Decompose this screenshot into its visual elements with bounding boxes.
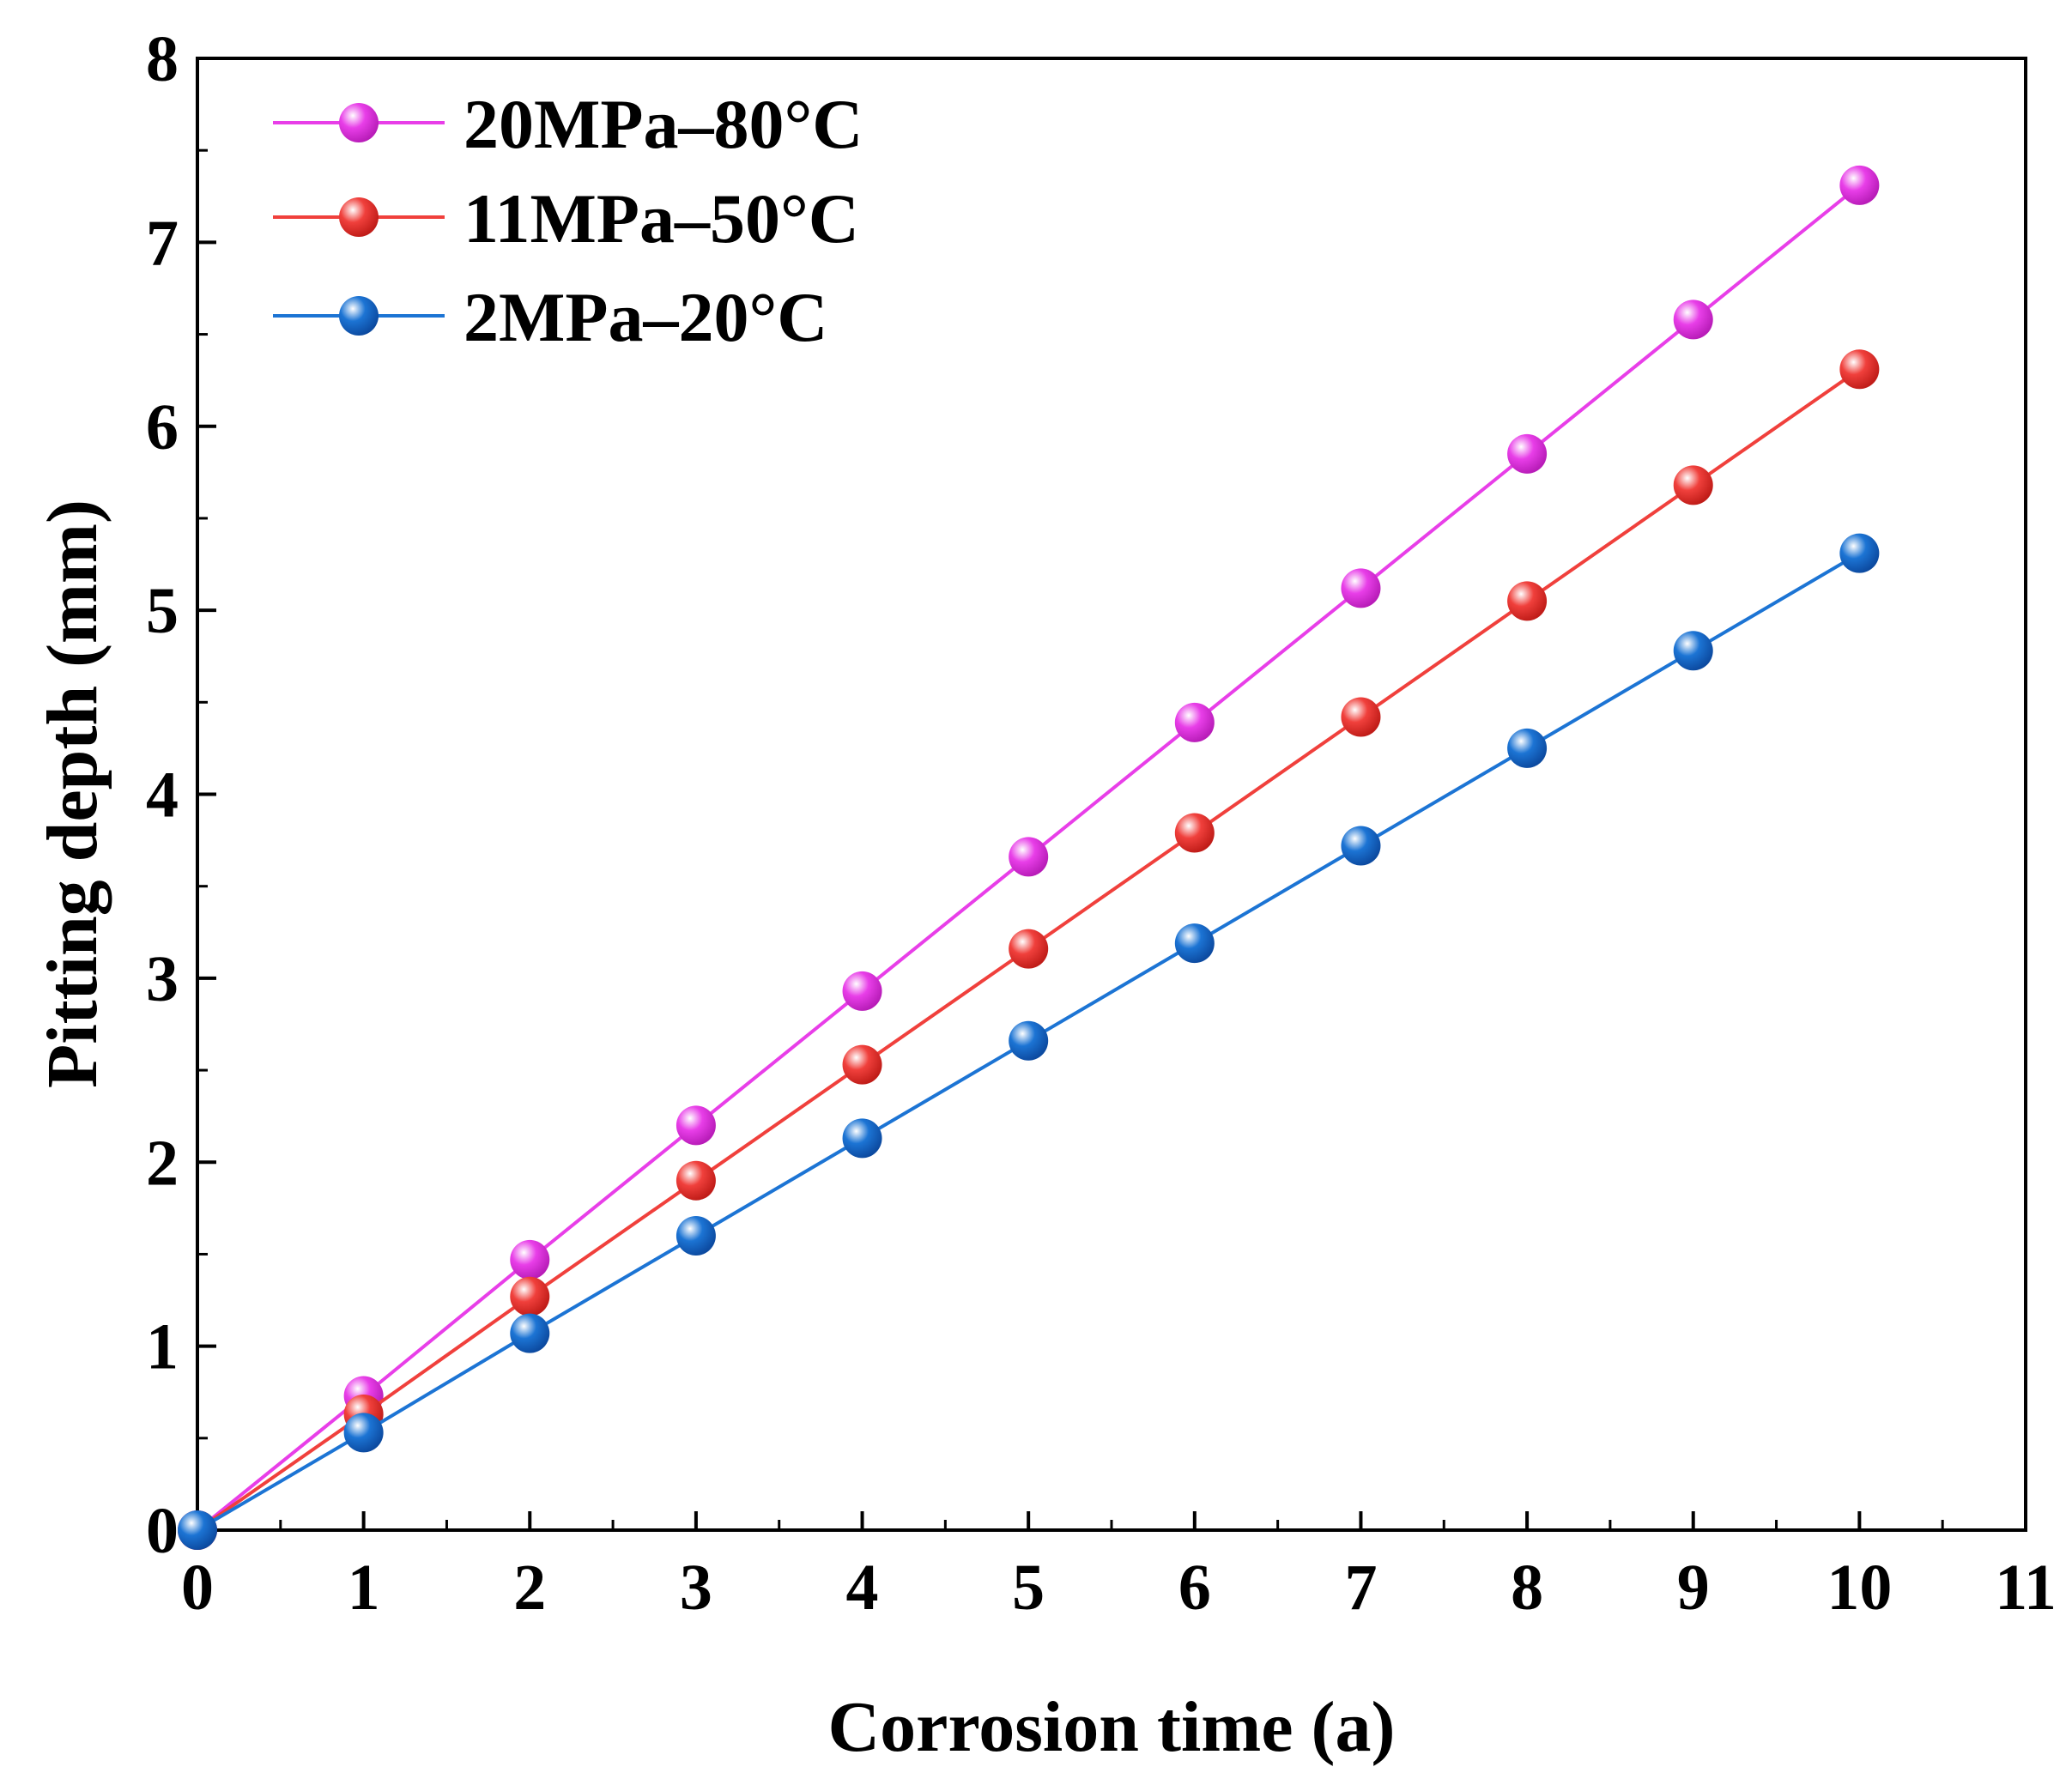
- x-axis-label: Corrosion time (a): [828, 1687, 1396, 1767]
- y-tick-label: 2: [146, 1127, 179, 1199]
- x-tick-label: 10: [1827, 1552, 1892, 1624]
- data-point: [1673, 631, 1713, 671]
- series-layer: [178, 165, 1880, 1550]
- y-tick-label: 0: [146, 1495, 179, 1567]
- y-tick-label: 1: [146, 1311, 179, 1383]
- data-point: [1341, 568, 1381, 608]
- legend-marker: [339, 197, 379, 237]
- data-point: [1174, 923, 1215, 964]
- data-point: [1673, 300, 1713, 340]
- legend-item-1: 20MPa–80°C: [273, 85, 863, 163]
- data-point: [1673, 465, 1713, 505]
- series-3: [178, 533, 1880, 1550]
- data-point: [842, 1118, 882, 1159]
- data-point: [1839, 349, 1880, 390]
- y-tick-label: 7: [146, 207, 179, 279]
- data-point: [676, 1216, 716, 1256]
- data-point: [510, 1313, 550, 1353]
- legend-label: 20MPa–80°C: [463, 85, 863, 163]
- series-1: [178, 165, 1880, 1550]
- data-point: [842, 1044, 882, 1085]
- legend: 20MPa–80°C 11MPa–50°C 2MPa–20°C: [273, 85, 863, 356]
- y-tick-label: 4: [146, 759, 179, 832]
- data-point: [510, 1276, 550, 1316]
- series-2: [178, 349, 1880, 1550]
- x-tick-label: 4: [846, 1552, 879, 1624]
- x-tick-label: 2: [513, 1552, 546, 1624]
- data-point: [343, 1413, 384, 1453]
- data-point: [1009, 837, 1049, 877]
- data-point: [1009, 929, 1049, 969]
- y-tick-label: 3: [146, 943, 179, 1015]
- y-tick-label: 6: [146, 391, 179, 463]
- data-point: [1507, 728, 1548, 768]
- x-tick-label: 8: [1511, 1552, 1543, 1624]
- data-point: [1009, 1020, 1049, 1061]
- data-point: [1174, 702, 1215, 742]
- legend-label: 2MPa–20°C: [463, 278, 828, 356]
- data-point: [1507, 433, 1548, 474]
- data-point: [676, 1105, 716, 1146]
- data-point: [1341, 697, 1381, 737]
- legend-item-2: 11MPa–50°C: [273, 179, 859, 257]
- legend-marker: [339, 296, 379, 336]
- data-point: [178, 1510, 217, 1550]
- data-point: [1341, 826, 1381, 866]
- x-tick-label: 7: [1344, 1552, 1377, 1624]
- y-tick-label: 8: [146, 23, 179, 95]
- x-tick-label: 0: [181, 1552, 214, 1624]
- x-tick-label: 1: [348, 1552, 380, 1624]
- data-point: [1174, 813, 1215, 853]
- legend-item-3: 2MPa–20°C: [273, 278, 828, 356]
- legend-marker: [339, 103, 379, 142]
- data-point: [510, 1239, 550, 1280]
- x-tick-label: 11: [1995, 1552, 2057, 1624]
- axes: 0 1 2 3 4 5 6 7 8 9 10 11 0 1 2 3 4 5 6 7 8: [146, 23, 2057, 1624]
- x-tick-label: 9: [1677, 1552, 1710, 1624]
- x-tick-label: 6: [1178, 1552, 1211, 1624]
- data-point: [1839, 533, 1880, 573]
- data-point: [1839, 165, 1880, 205]
- legend-label: 11MPa–50°C: [463, 179, 859, 257]
- data-point: [842, 971, 882, 1011]
- y-tick-label: 5: [146, 575, 179, 647]
- data-point: [1507, 581, 1548, 621]
- x-tick-label: 3: [680, 1552, 712, 1624]
- y-axis-label: Pitting depth (mm): [33, 499, 112, 1088]
- data-point: [676, 1160, 716, 1201]
- x-tick-label: 5: [1012, 1552, 1045, 1624]
